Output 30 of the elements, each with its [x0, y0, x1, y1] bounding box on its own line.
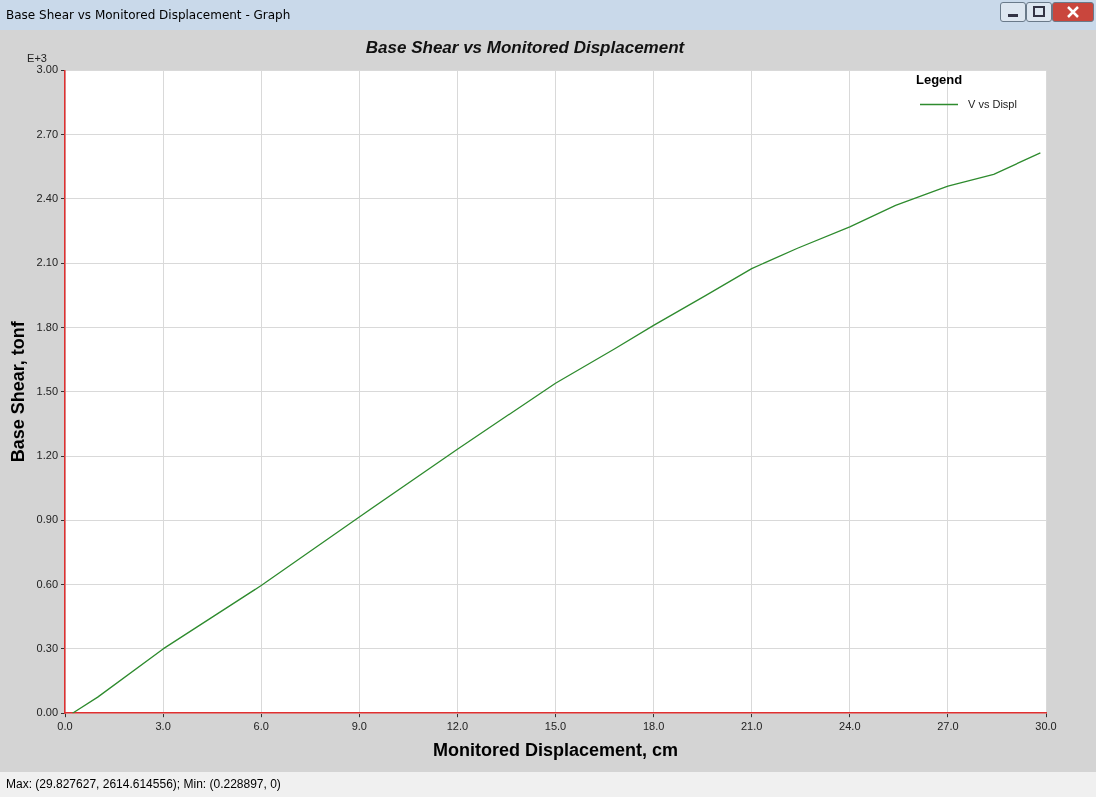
chart-title: Base Shear vs Monitored Displacement [365, 37, 686, 57]
text: E+3 [27, 52, 47, 65]
x-tick-label: 6.0 [253, 719, 269, 732]
legend-title: Legend [916, 72, 963, 88]
y-tick-label: 2.10 [36, 256, 59, 269]
y-tick-label: 0.30 [36, 641, 59, 654]
text: Base Shear vs Monitored Displacement - Graph [6, 8, 291, 22]
y-tick-label: 3.00 [36, 63, 59, 76]
x-tick-label: 18.0 [642, 719, 665, 732]
x-tick-label: 0.0 [57, 719, 73, 732]
x-axis-title: Monitored Displacement, cm [432, 740, 679, 761]
y-tick-label: 0.60 [36, 577, 59, 590]
x-tick-label: 30.0 [1035, 719, 1057, 732]
y-tick-label: 1.20 [36, 449, 59, 462]
x-tick-label: 3.0 [155, 719, 171, 732]
y-tick-label: 2.70 [36, 127, 59, 140]
y-axis-title: Base Shear, tonf [7, 320, 28, 463]
x-tick-label: 27.0 [937, 719, 959, 732]
y-tick-label: 0.90 [36, 513, 59, 526]
x-tick-label: 24.0 [839, 719, 861, 732]
y-tick-label: 0.00 [36, 706, 59, 719]
text: Max: (29.827627, 2614.614556); Min: (0.228897, 0) [6, 777, 281, 791]
y-tick-label: 1.80 [36, 320, 59, 333]
y-tick-label: 1.50 [36, 384, 59, 397]
x-tick-label: 12.0 [446, 719, 469, 732]
x-tick-label: 15.0 [544, 719, 567, 732]
y-tick-label: 2.40 [36, 191, 59, 204]
x-tick-label: 9.0 [351, 719, 367, 732]
x-tick-label: 21.0 [740, 719, 763, 732]
legend-label: V vs Displ [968, 98, 1017, 111]
